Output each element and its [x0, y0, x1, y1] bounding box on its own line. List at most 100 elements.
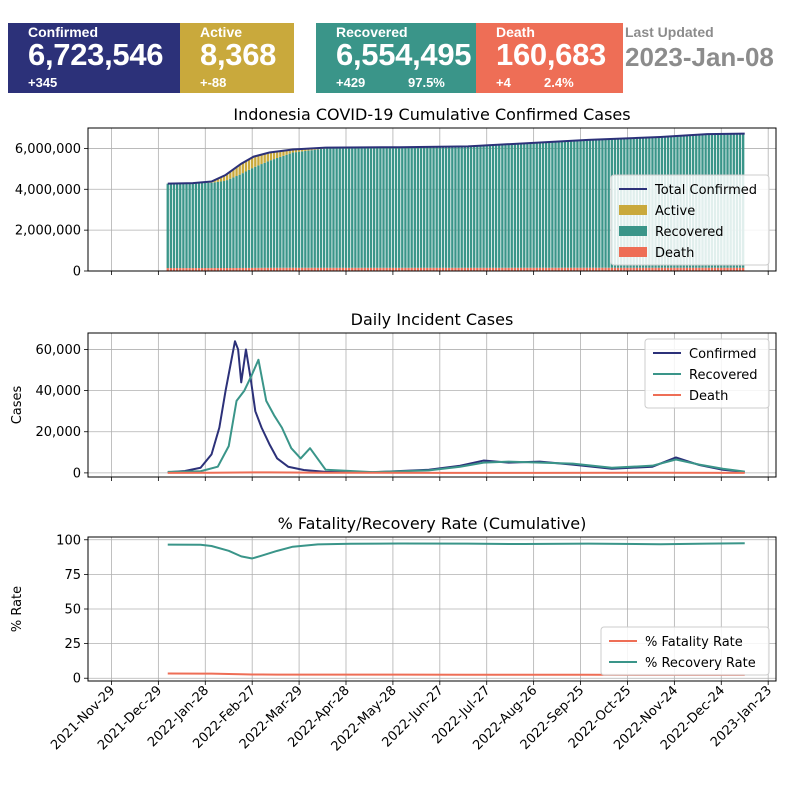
bar-recovered: [469, 146, 473, 268]
bar-recovered: [435, 146, 438, 268]
bar-recovered: [182, 183, 185, 269]
active-card: Active 8,368 +-88: [180, 23, 294, 93]
bar-death: [491, 267, 495, 271]
bar-death: [620, 267, 623, 271]
bar-death: [313, 267, 316, 271]
y-axis-label: % Rate: [10, 586, 25, 632]
bar-death: [404, 267, 407, 271]
bar-death: [691, 267, 695, 271]
line-death: [167, 471, 745, 474]
bar-recovered: [532, 143, 535, 268]
bar-death: [585, 267, 588, 271]
bar-recovered: [566, 141, 570, 268]
bar-death: [501, 267, 504, 271]
bar-active: [272, 151, 276, 160]
bar-death: [260, 267, 263, 271]
bar-death: [701, 267, 704, 271]
bar-recovered: [388, 147, 391, 268]
bar-death: [457, 267, 460, 271]
bar-death: [473, 267, 476, 271]
bar-recovered: [460, 146, 463, 268]
bar-death: [538, 267, 542, 271]
bar-death: [685, 267, 689, 271]
bar-death: [419, 267, 423, 271]
bar-death: [401, 267, 404, 271]
bar-death: [354, 267, 357, 271]
bar-recovered: [554, 142, 557, 268]
bar-death: [469, 267, 473, 271]
bar-death: [595, 267, 598, 271]
bar-death: [551, 267, 554, 271]
bar-recovered: [516, 144, 520, 268]
bar-death: [416, 267, 420, 271]
bar-death: [601, 267, 604, 271]
bar-recovered: [225, 180, 229, 269]
bar-death: [654, 267, 657, 271]
bar-death: [738, 267, 742, 271]
bar-recovered: [354, 147, 357, 268]
bar-death: [188, 268, 191, 271]
bar-active: [294, 149, 298, 153]
bar-death: [372, 267, 376, 271]
bar-death: [269, 267, 273, 271]
bar-recovered: [213, 182, 216, 269]
bar-recovered: [601, 139, 604, 268]
legend-label: Death: [655, 246, 694, 261]
bar-death: [216, 268, 219, 271]
line-fatality-rate: [167, 672, 745, 676]
bar-active: [260, 154, 263, 165]
bar-death: [626, 267, 629, 271]
bar-death: [557, 267, 560, 271]
y-tick-label: 0: [73, 672, 81, 687]
bar-recovered: [585, 140, 588, 268]
bar-death: [698, 267, 701, 271]
bar-death: [485, 267, 488, 271]
bar-death: [329, 267, 332, 271]
bar-recovered: [454, 146, 457, 268]
y-axis-label: Cases: [10, 385, 25, 424]
bar-death: [629, 267, 632, 271]
bar-death: [676, 267, 679, 271]
bar-death: [232, 267, 235, 271]
bar-death: [663, 267, 667, 271]
bar-recovered: [319, 149, 323, 268]
bar-death: [560, 267, 563, 271]
confirmed-label: Confirmed: [28, 24, 98, 40]
y-tick-label: 0: [73, 466, 81, 481]
bar-active: [291, 149, 295, 153]
bar-active: [244, 161, 248, 172]
legend-label: % Recovery Rate: [645, 656, 756, 671]
bar-recovered: [501, 144, 504, 268]
bar-death: [451, 267, 454, 271]
bar-active: [216, 178, 219, 182]
bar-death: [741, 267, 745, 271]
bar-active: [307, 148, 310, 151]
bar-death: [651, 267, 654, 271]
bar-death: [166, 268, 169, 271]
bar-recovered: [179, 183, 182, 269]
bar-death: [172, 268, 176, 271]
bar-death: [523, 267, 526, 271]
bar-recovered: [166, 183, 169, 269]
bar-death: [254, 267, 257, 271]
bar-death: [588, 267, 592, 271]
bar-recovered: [441, 146, 445, 268]
legend-label: % Fatality Rate: [645, 635, 743, 650]
bar-death: [732, 267, 735, 271]
bar-death: [322, 267, 326, 271]
bar-death: [222, 268, 226, 271]
bar-death: [297, 267, 301, 271]
bar-active: [269, 152, 273, 161]
bar-recovered: [573, 141, 576, 268]
bar-recovered: [322, 148, 326, 268]
bar-recovered: [210, 182, 213, 269]
bar-active: [213, 180, 216, 183]
bar-recovered: [216, 181, 219, 269]
confirmed-card: Confirmed 6,723,546 +345: [8, 23, 180, 93]
bar-death: [291, 267, 295, 271]
bar-recovered: [391, 147, 395, 268]
bar-death: [294, 267, 298, 271]
bar-recovered: [595, 139, 598, 268]
bar-death: [513, 267, 517, 271]
bar-recovered: [529, 143, 532, 268]
